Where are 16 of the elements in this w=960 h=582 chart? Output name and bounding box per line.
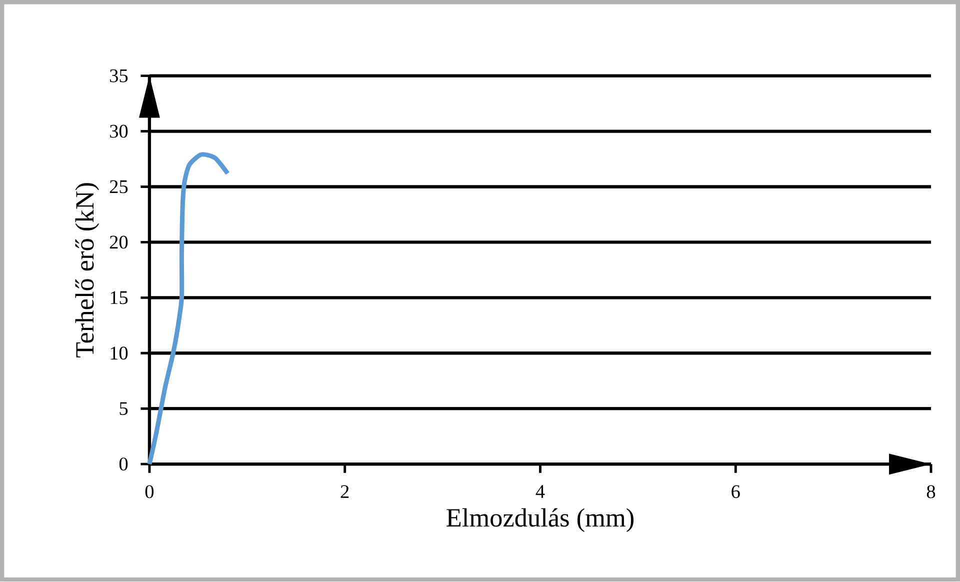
- y-tick-label: 15: [110, 291, 128, 304]
- y-tick-label: 0: [119, 458, 128, 471]
- x-tick-label: 0: [145, 485, 154, 498]
- x-tick-label: 8: [926, 485, 936, 498]
- y-tick-label: 35: [110, 70, 128, 82]
- y-tick-label: 20: [110, 236, 128, 249]
- line-series: [147, 152, 230, 467]
- x-axis-title: Elmozdulás (mm): [446, 508, 634, 532]
- y-tick-label: 25: [110, 180, 128, 194]
- y-tick-label: 5: [120, 402, 128, 416]
- x-tick-label: 4: [536, 485, 545, 498]
- y-tick-label: 10: [110, 346, 128, 360]
- y-tick-label: 30: [110, 124, 128, 138]
- y-axis-title: Terhelő erő (kN): [75, 183, 100, 358]
- x-tick-label: 6: [732, 485, 740, 498]
- x-tick-label: 2: [340, 485, 349, 498]
